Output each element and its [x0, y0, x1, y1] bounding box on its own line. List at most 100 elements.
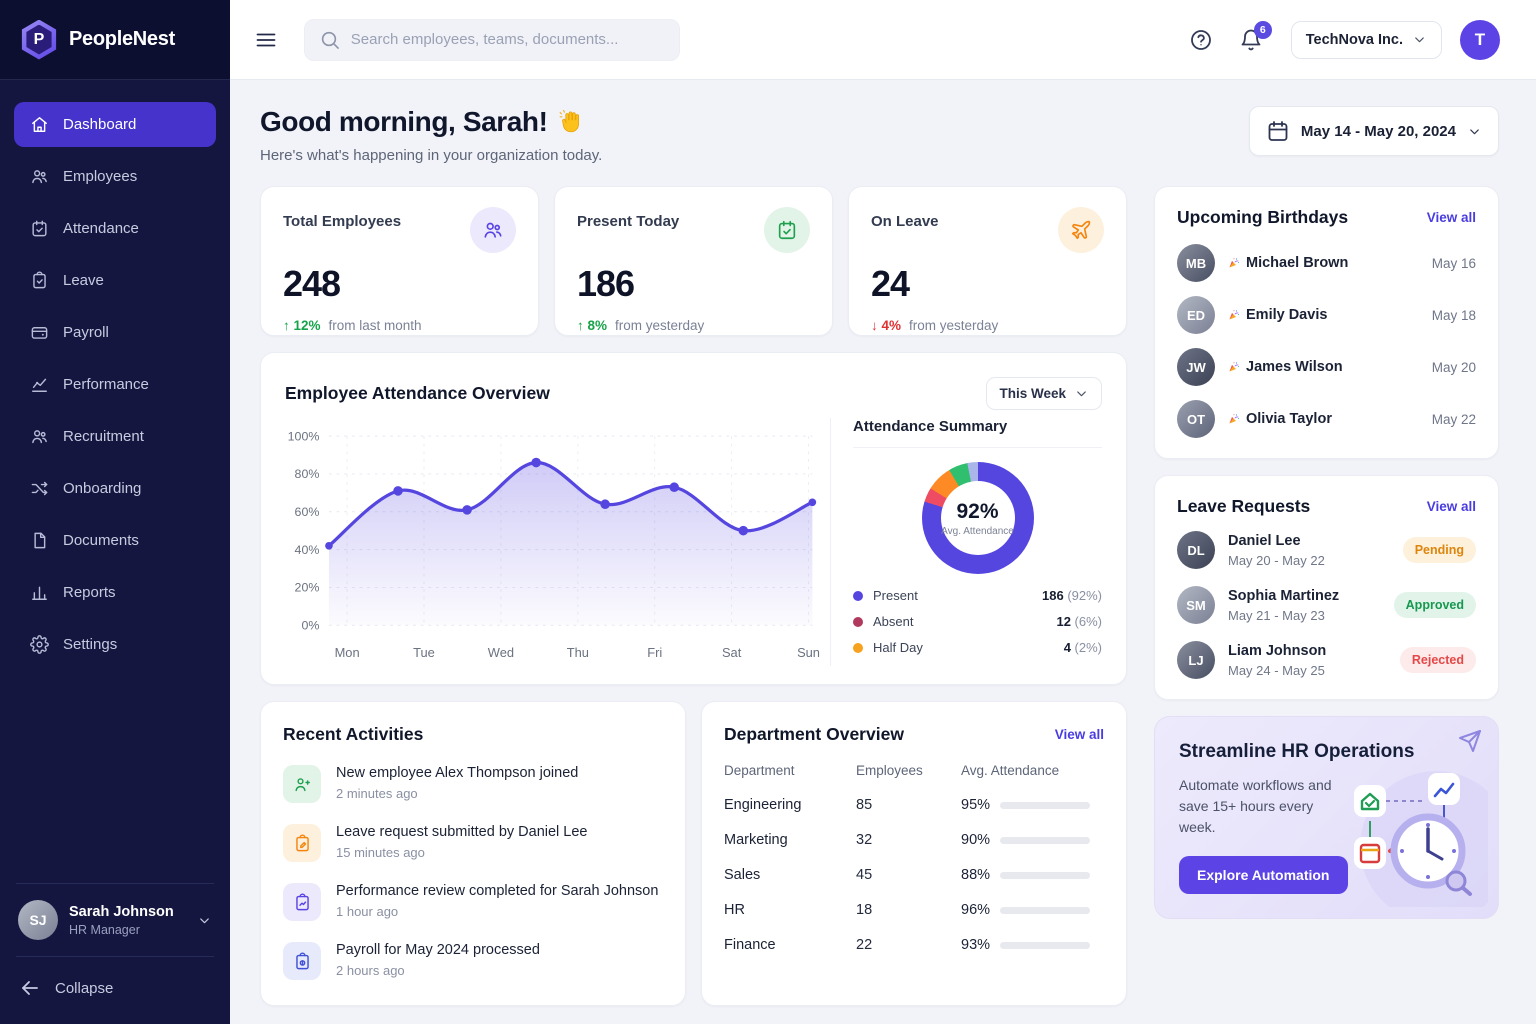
birthday-row-olivia-taylor[interactable]: OT Olivia Taylor May 22	[1177, 400, 1476, 438]
search-input[interactable]	[350, 31, 665, 48]
help-button[interactable]	[1189, 28, 1213, 52]
activity-text: New employee Alex Thompson joined	[336, 765, 579, 781]
clipboard-chart-icon	[283, 883, 321, 921]
gear-icon	[30, 635, 49, 654]
sidebar-item-payroll[interactable]: Payroll	[14, 310, 216, 355]
department-employees: 32	[856, 832, 873, 848]
collapse-button[interactable]: Collapse	[16, 956, 214, 1024]
avatar: JW	[1177, 348, 1215, 386]
line-chart-svg: 0% 20% 40% 60% 80% 100% Mon Tue Wed Thu Fri Sat Sun	[288, 429, 820, 660]
user-name: Sarah Johnson	[69, 903, 174, 920]
brand-name: PeopleNest	[69, 28, 175, 50]
stat-label: Total Employees	[283, 213, 402, 230]
collapse-label: Collapse	[55, 979, 114, 997]
sidebar-item-reports[interactable]: Reports	[14, 570, 216, 615]
avg-attendance-value: 92%	[956, 499, 999, 523]
avatar: SM	[1177, 586, 1215, 624]
legend-label: Absent	[873, 614, 914, 629]
chevron-down-icon	[1074, 386, 1089, 401]
brand-header: P PeopleNest	[0, 0, 230, 80]
sidebar-item-dashboard[interactable]: Dashboard	[14, 102, 216, 147]
sidebar-item-performance[interactable]: Performance	[14, 362, 216, 407]
wave-emoji-icon	[558, 109, 584, 135]
department-row-sales: Sales 45 88%	[724, 867, 1104, 883]
week-filter-select[interactable]: This Week	[986, 377, 1102, 410]
calendar-check-icon	[764, 207, 810, 253]
sidebar-item-documents[interactable]: Documents	[14, 518, 216, 563]
home-icon	[30, 115, 49, 134]
birthday-row-michael-brown[interactable]: MB Michael Brown May 16	[1177, 244, 1476, 282]
page-subtitle: Here's what's happening in your organiza…	[260, 147, 603, 164]
birthday-name: Emily Davis	[1246, 307, 1328, 323]
column-employees: Employees	[856, 763, 923, 778]
stat-value: 186	[577, 263, 635, 304]
birthdays-view-all-link[interactable]: View all	[1426, 210, 1476, 225]
sidebar-item-label: Payroll	[63, 324, 109, 341]
sidebar-user[interactable]: SJ Sarah Johnson HR Manager	[16, 883, 214, 956]
promo-body: Automate workflows and save 15+ hours ev…	[1179, 777, 1332, 835]
date-range-label: May 14 - May 20, 2024	[1300, 122, 1456, 140]
leave-row-liam-johnson[interactable]: LJ Liam Johnson May 24 - May 25 Rejected	[1177, 641, 1476, 679]
sidebar-item-recruitment[interactable]: Recruitment	[14, 414, 216, 459]
department-table-header: Department Employees Avg. Attendance	[724, 763, 1104, 778]
sidebar-item-leave[interactable]: Leave	[14, 258, 216, 303]
svg-text:60%: 60%	[295, 505, 320, 519]
right-column: Upcoming Birthdays View all MB Michael Br…	[1154, 186, 1499, 1006]
department-name: Marketing	[724, 832, 788, 848]
department-employees: 85	[856, 797, 873, 813]
sidebar-item-settings[interactable]: Settings	[14, 622, 216, 667]
date-range-picker[interactable]: May 14 - May 20, 2024	[1248, 106, 1499, 156]
sidebar-item-attendance[interactable]: Attendance	[14, 206, 216, 251]
paper-plane-icon	[1458, 729, 1482, 758]
stat-delta: ↓ 4%	[871, 318, 902, 333]
svg-text:Fri: Fri	[647, 645, 662, 660]
departments-view-all-link[interactable]: View all	[1054, 727, 1104, 742]
svg-text:20%: 20%	[295, 581, 320, 595]
legend-value: 12 (6%)	[1056, 614, 1102, 629]
activity-text: Leave request submitted by Daniel Lee	[336, 824, 588, 840]
sidebar-item-label: Reports	[63, 584, 116, 601]
clipboard-edit-icon	[283, 824, 321, 862]
department-attendance: 93%	[961, 937, 991, 953]
legend-dot	[853, 642, 863, 653]
sidebar-item-label: Leave	[63, 272, 104, 289]
leave-requests-title: Leave Requests	[1177, 496, 1311, 516]
department-row-engineering: Engineering 85 95%	[724, 797, 1104, 813]
leave-name: Sophia Martinez	[1228, 587, 1340, 604]
shuffle-icon	[30, 479, 49, 498]
avg-attendance-label: Avg. Attendance	[941, 525, 1014, 537]
birthday-row-emily-davis[interactable]: ED Emily Davis May 18	[1177, 296, 1476, 334]
main-area: 6 TechNova Inc. T Good morning, Sarah! H…	[230, 0, 1536, 1024]
bell-icon	[1239, 28, 1263, 52]
attendance-bar	[1000, 801, 1091, 809]
activity-text: Payroll for May 2024 processed	[336, 942, 540, 958]
clipboard-icon	[30, 271, 49, 290]
department-employees: 45	[856, 867, 873, 883]
promo-title: Streamline HR Operations	[1179, 741, 1415, 762]
sidebar-item-employees[interactable]: Employees	[14, 154, 216, 199]
svg-text:Thu: Thu	[567, 645, 589, 660]
search-bar[interactable]	[304, 18, 680, 61]
leave-row-sophia-martinez[interactable]: SM Sophia Martinez May 21 - May 23 Approved	[1177, 586, 1476, 624]
activities-list: New employee Alex Thompson joined 2 minut…	[283, 765, 663, 980]
leaves-view-all-link[interactable]: View all	[1426, 499, 1476, 514]
birthday-date: May 16	[1431, 255, 1476, 271]
company-selector[interactable]: TechNova Inc.	[1290, 20, 1442, 59]
legend-value: 186 (92%)	[1042, 588, 1102, 603]
notifications-button[interactable]: 6	[1239, 20, 1272, 52]
menu-icon[interactable]	[254, 28, 278, 52]
party-emoji-icon	[1228, 309, 1240, 321]
leave-row-daniel-lee[interactable]: DL Daniel Lee May 20 - May 22 Pending	[1177, 531, 1476, 569]
notification-badge: 6	[1253, 20, 1272, 39]
status-badge: Rejected	[1399, 647, 1476, 673]
activity-time: 2 hours ago	[336, 963, 405, 978]
legend-dot	[853, 590, 863, 601]
explore-automation-button[interactable]: Explore Automation	[1179, 856, 1348, 894]
department-name: Sales	[724, 867, 761, 883]
sidebar-item-onboarding[interactable]: Onboarding	[14, 466, 216, 511]
birthdays-title: Upcoming Birthdays	[1177, 207, 1349, 227]
activity-time: 1 hour ago	[336, 904, 399, 919]
birthday-name: Olivia Taylor	[1246, 411, 1332, 427]
account-avatar[interactable]: T	[1460, 19, 1500, 60]
birthday-row-james-wilson[interactable]: JW James Wilson May 20	[1177, 348, 1476, 386]
